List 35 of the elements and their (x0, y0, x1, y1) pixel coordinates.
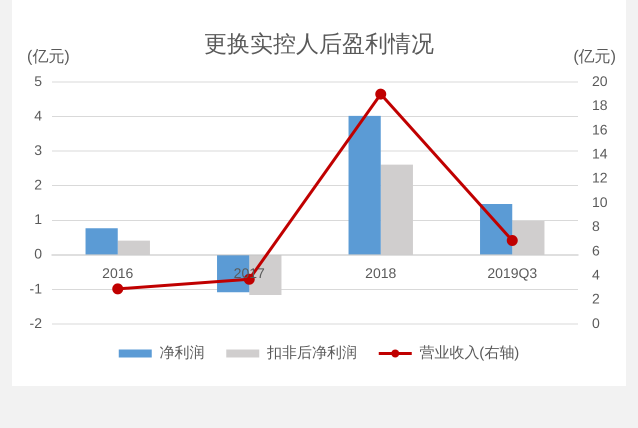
legend-label: 扣非后净利润 (266, 344, 357, 362)
y-tick-label: -2 (30, 314, 42, 331)
y-tick-label: -1 (30, 280, 42, 296)
point (375, 88, 386, 100)
y2-tick-label: 0 (592, 314, 600, 331)
y2-tick-label: 14 (592, 145, 608, 162)
x-tick-label: 2017 (234, 265, 266, 282)
legend-label: 净利润 (159, 344, 204, 362)
y2-axis-title: (亿元) (573, 48, 616, 66)
y2-tick-label: 18 (592, 97, 608, 114)
y-tick-label: 3 (34, 142, 42, 158)
y2-tick-label: 6 (592, 242, 600, 258)
y-tick-label: 0 (34, 246, 42, 262)
point (506, 235, 518, 246)
bar (118, 240, 150, 254)
y2-tick-label: 12 (592, 170, 608, 186)
y-tick-label: 5 (34, 72, 42, 89)
y-axis-title: (亿元) (27, 48, 70, 66)
legend-label: 营业收入(右轴) (419, 344, 520, 362)
y-tick-label: 1 (34, 211, 42, 228)
y2-tick-label: 10 (592, 194, 608, 210)
y2-tick-label: 16 (592, 121, 608, 138)
y-tick-label: 2 (34, 176, 42, 193)
x-tick-label: 2018 (365, 265, 397, 282)
y2-tick-label: 2 (592, 290, 600, 307)
x-tick-label: 2019Q3 (487, 265, 538, 282)
y-tick-label: 4 (34, 107, 42, 124)
bar (86, 228, 118, 254)
chart-title: 更换实控人后盈利情况 (204, 30, 434, 56)
y2-tick-label: 20 (592, 72, 608, 89)
point (112, 283, 124, 294)
y2-tick-label: 8 (592, 218, 600, 234)
x-tick-label: 2016 (102, 265, 134, 282)
y2-tick-label: 4 (592, 266, 600, 282)
bar (348, 116, 381, 254)
